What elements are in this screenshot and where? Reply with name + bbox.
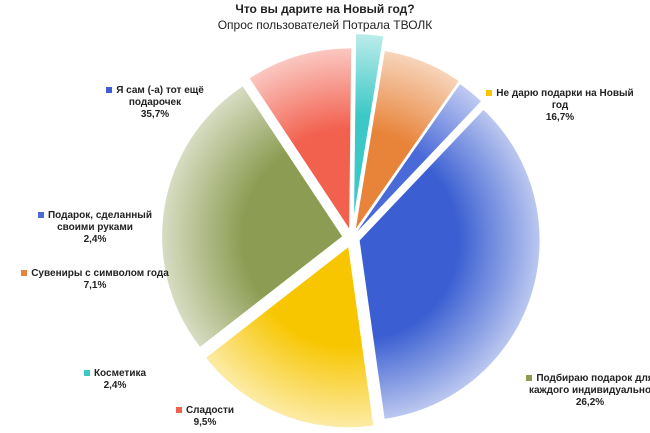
category-label: Сладости <box>185 405 235 416</box>
legend-marker <box>486 90 493 97</box>
pie-slice <box>249 48 352 229</box>
legend-marker <box>21 270 28 277</box>
value-label: 7,1% <box>83 280 107 291</box>
pie-slice <box>359 109 540 419</box>
slice-label: Сладости 9,5% <box>130 405 280 429</box>
slice-label: Не дарю подарки на Новый год 16,7% <box>485 88 635 124</box>
pie-slice <box>206 247 374 428</box>
slice-label: Сувениры с символом года 7,1% <box>20 268 170 292</box>
slice-label: Подбираю подарок для каждого индивидуаль… <box>515 373 650 409</box>
value-label: 9,5% <box>193 417 217 428</box>
category-label: Сувениры с символом года <box>31 268 169 279</box>
value-label: 2,4% <box>83 234 107 245</box>
value-label: 26,2% <box>575 397 605 408</box>
slice-label: Подарок, сделанный своими руками 2,4% <box>20 210 170 246</box>
value-label: 35,7% <box>140 109 170 120</box>
pie-slice <box>355 51 459 229</box>
pie-slice <box>162 86 343 347</box>
chart-subtitle: Опрос пользователей Потрала ТВОЛК <box>217 18 433 32</box>
legend-marker <box>526 375 533 382</box>
category-label: Я сам (-а) тот ещё подарочек <box>116 85 204 108</box>
pie-slice <box>354 34 384 215</box>
category-label: Подарок, сделанный своими руками <box>47 210 152 233</box>
pie-slice <box>357 84 481 232</box>
value-label: 16,7% <box>545 112 575 123</box>
category-label: Не дарю подарки на Новый год <box>496 88 634 111</box>
slice-label: Я сам (-а) тот ещё подарочек 35,7% <box>80 85 230 121</box>
legend-marker <box>83 370 90 377</box>
legend-marker <box>106 87 113 94</box>
slice-label: Косметика 2,4% <box>40 368 190 392</box>
value-label: 2,4% <box>103 380 127 391</box>
chart-title: Что вы дарите на Новый год? <box>235 2 415 16</box>
category-label: Косметика <box>93 368 147 379</box>
category-label: Подбираю подарок для каждого индивидуаль… <box>528 373 650 396</box>
legend-marker <box>175 407 182 414</box>
legend-marker <box>37 212 44 219</box>
